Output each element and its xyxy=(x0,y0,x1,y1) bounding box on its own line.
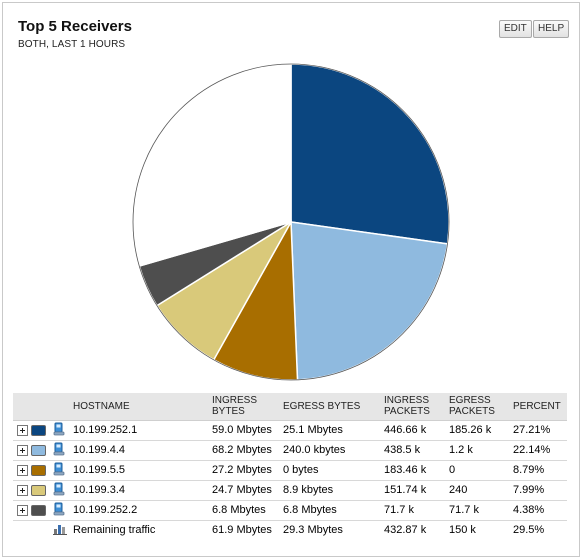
widget-title: Top 5 Receivers xyxy=(18,18,132,35)
computer-host-icon xyxy=(53,502,65,519)
edit-button[interactable]: EDIT xyxy=(499,20,532,38)
col-header-egress-bytes[interactable]: EGRESS BYTES xyxy=(279,393,380,420)
col-header-ingress-packets[interactable]: INGRESS PACKETS xyxy=(380,393,445,420)
pie-chart xyxy=(132,63,450,381)
cell-ingress-packets: 438.5 k xyxy=(380,439,445,460)
cell-egress-packets: 0 xyxy=(445,459,509,480)
cell-hostname[interactable]: 10.199.252.1 xyxy=(69,419,208,440)
cell-percent: 8.79% xyxy=(509,459,567,480)
cell-egress-bytes: 25.1 Mbytes xyxy=(279,419,380,440)
cell-hostname[interactable]: 10.199.4.4 xyxy=(69,439,208,460)
cell-egress-packets: 185.26 k xyxy=(445,419,509,440)
cell-egress-bytes: 0 bytes xyxy=(279,459,380,480)
bar-chart-icon xyxy=(53,523,67,538)
cell-percent: 4.38% xyxy=(509,499,567,520)
col-header-percent[interactable]: PERCENT xyxy=(509,393,567,420)
table-row: 10.199.5.5 27.2 Mbytes 0 bytes 183.46 k 0 8.7… xyxy=(13,459,567,480)
table-row: 10.199.252.1 59.0 Mbytes 25.1 Mbytes 446.66… xyxy=(13,419,567,440)
cell-ingress-bytes: 6.8 Mbytes xyxy=(208,499,279,520)
computer-host-icon xyxy=(53,442,65,459)
computer-host-icon xyxy=(53,462,65,479)
computer-host-icon xyxy=(53,422,65,439)
cell-ingress-packets: 71.7 k xyxy=(380,499,445,520)
cell-ingress-packets: 183.46 k xyxy=(380,459,445,480)
cell-ingress-bytes: 68.2 Mbytes xyxy=(208,439,279,460)
cell-egress-packets: 71.7 k xyxy=(445,499,509,520)
widget-subtitle: BOTH, LAST 1 HOURS xyxy=(18,39,126,50)
cell-egress-packets: 240 xyxy=(445,479,509,500)
cell-ingress-packets: 446.66 k xyxy=(380,419,445,440)
col-header-ingress-bytes[interactable]: INGRESS BYTES xyxy=(208,393,279,420)
cell-percent: 29.5% xyxy=(509,519,567,540)
slice-10-199-252-1[interactable] xyxy=(290,63,450,245)
cell-hostname: Remaining traffic xyxy=(69,519,208,540)
cell-ingress-packets: 432.87 k xyxy=(380,519,445,540)
cell-percent: 22.14% xyxy=(509,439,567,460)
pie-outline xyxy=(132,63,450,381)
color-swatch xyxy=(31,424,46,436)
table-row: 10.199.252.2 6.8 Mbytes 6.8 Mbytes 71.7 k 71… xyxy=(13,499,567,520)
computer-host-icon xyxy=(53,482,65,499)
slice-10-199-4-4[interactable] xyxy=(290,221,449,381)
cell-ingress-bytes: 59.0 Mbytes xyxy=(208,419,279,440)
cell-ingress-bytes: 24.7 Mbytes xyxy=(208,479,279,500)
help-button[interactable]: HELP xyxy=(533,20,570,38)
cell-ingress-bytes: 27.2 Mbytes xyxy=(208,459,279,480)
cell-hostname[interactable]: 10.199.3.4 xyxy=(69,479,208,500)
color-swatch xyxy=(31,484,46,496)
color-swatch xyxy=(31,444,46,456)
cell-egress-bytes: 240.0 kbytes xyxy=(279,439,380,460)
cell-hostname[interactable]: 10.199.5.5 xyxy=(69,459,208,480)
expand-plus-icon[interactable] xyxy=(17,504,28,516)
cell-egress-bytes: 6.8 Mbytes xyxy=(279,499,380,520)
expand-plus-icon[interactable] xyxy=(17,444,28,456)
color-swatch xyxy=(31,464,46,476)
receivers-table: HOSTNAME INGRESS BYTES EGRESS BYTES INGR… xyxy=(13,393,567,540)
table-row-remaining: Remaining traffic 61.9 Mbytes 29.3 Mbytes 4… xyxy=(13,519,567,540)
table-body: 10.199.252.1 59.0 Mbytes 25.1 Mbytes 446.66… xyxy=(13,419,567,540)
col-header-egress-packets[interactable]: EGRESS PACKETS xyxy=(445,393,509,420)
cell-egress-bytes: 29.3 Mbytes xyxy=(279,519,380,540)
expand-plus-icon[interactable] xyxy=(17,424,28,436)
cell-ingress-bytes: 61.9 Mbytes xyxy=(208,519,279,540)
table-header-row: HOSTNAME INGRESS BYTES EGRESS BYTES INGR… xyxy=(13,393,567,420)
col-header-hostname[interactable]: HOSTNAME xyxy=(69,393,208,420)
cell-hostname[interactable]: 10.199.252.2 xyxy=(69,499,208,520)
color-swatch xyxy=(31,504,46,516)
cell-percent: 7.99% xyxy=(509,479,567,500)
cell-ingress-packets: 151.74 k xyxy=(380,479,445,500)
cell-egress-bytes: 8.9 kbytes xyxy=(279,479,380,500)
table-row: 10.199.4.4 68.2 Mbytes 240.0 kbytes 438.5 k… xyxy=(13,439,567,460)
cell-percent: 27.21% xyxy=(509,419,567,440)
cell-egress-packets: 150 k xyxy=(445,519,509,540)
expand-plus-icon[interactable] xyxy=(17,464,28,476)
expand-plus-icon[interactable] xyxy=(17,484,28,496)
cell-egress-packets: 1.2 k xyxy=(445,439,509,460)
